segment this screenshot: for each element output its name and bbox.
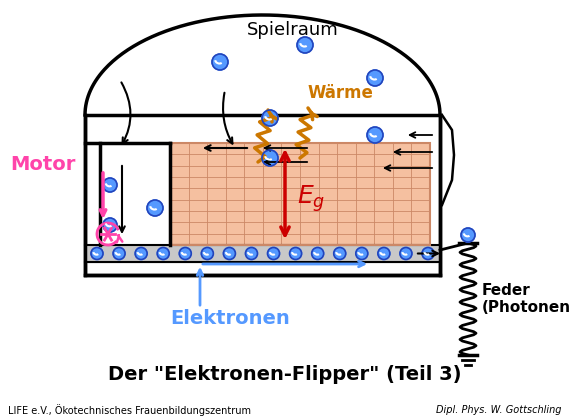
Circle shape (312, 247, 324, 260)
Text: Wärme: Wärme (308, 84, 374, 102)
Circle shape (246, 247, 258, 260)
Circle shape (400, 247, 412, 260)
Circle shape (262, 110, 278, 126)
Circle shape (212, 54, 228, 70)
Circle shape (201, 247, 213, 260)
Circle shape (378, 247, 390, 260)
Text: Motor: Motor (10, 155, 75, 174)
Circle shape (103, 178, 117, 192)
Circle shape (333, 247, 346, 260)
Circle shape (422, 247, 434, 260)
Circle shape (135, 247, 147, 260)
Circle shape (262, 150, 278, 166)
Text: LIFE e.V., Ökotechnisches Frauenbildungszentrum: LIFE e.V., Ökotechnisches Frauenbildungs… (8, 404, 251, 416)
Circle shape (356, 247, 368, 260)
Circle shape (180, 247, 192, 260)
Text: $E_g$: $E_g$ (297, 184, 325, 214)
Text: Elektronen: Elektronen (170, 309, 290, 328)
Circle shape (147, 200, 163, 216)
Circle shape (267, 247, 279, 260)
Circle shape (103, 218, 117, 232)
Circle shape (461, 228, 475, 242)
Circle shape (91, 247, 103, 260)
Bar (85, 115, 440, 275)
Circle shape (297, 37, 313, 53)
Circle shape (367, 127, 383, 143)
Text: Spielraum: Spielraum (247, 21, 339, 39)
Circle shape (157, 247, 169, 260)
Circle shape (367, 70, 383, 86)
Text: Dipl. Phys. W. Gottschling: Dipl. Phys. W. Gottschling (437, 405, 562, 415)
Circle shape (113, 247, 125, 260)
Polygon shape (85, 15, 440, 115)
Bar (170, 143, 430, 245)
Circle shape (290, 247, 302, 260)
Bar (170, 143, 430, 245)
Circle shape (223, 247, 235, 260)
Text: Der "Elektronen-Flipper" (Teil 3): Der "Elektronen-Flipper" (Teil 3) (108, 365, 462, 384)
Text: Feder
(Photonen): Feder (Photonen) (482, 283, 570, 315)
